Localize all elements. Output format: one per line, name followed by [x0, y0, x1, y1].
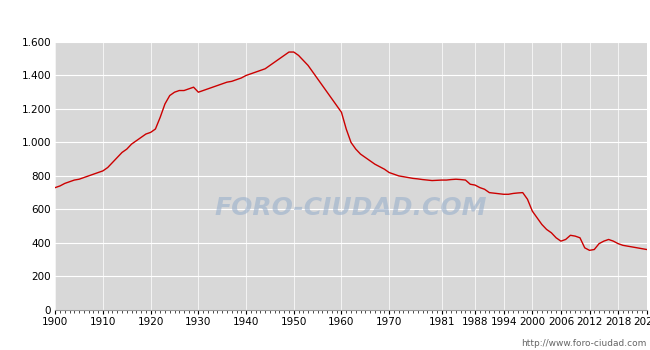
Text: http://www.foro-ciudad.com: http://www.foro-ciudad.com	[521, 339, 647, 348]
Text: FORO-CIUDAD.COM: FORO-CIUDAD.COM	[214, 196, 488, 220]
Text: Huélago (Municipio) - Evolucion del numero de Habitantes: Huélago (Municipio) - Evolucion del nume…	[84, 11, 566, 27]
